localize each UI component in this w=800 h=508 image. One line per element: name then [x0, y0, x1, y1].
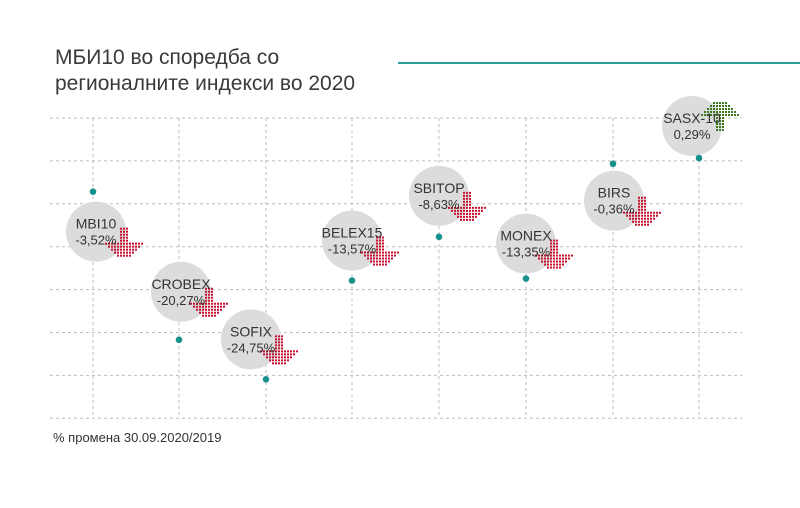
grid: [50, 117, 742, 419]
arrow-down-icon-sofix: [260, 335, 298, 365]
arrow-down-icon-birs: [623, 196, 661, 226]
value-label-sofix: -24,75%: [227, 340, 276, 355]
index-label-mbi10: MBI10: [76, 216, 117, 232]
arrow-up-icon-sasx-10: [701, 102, 739, 131]
value-label-mbi10: -3,52%: [75, 233, 117, 248]
chart-title: МБИ10 во споредба со регионалните индекс…: [55, 45, 355, 97]
value-label-belex15: -13,57%: [328, 242, 377, 257]
marker-sasx-10: [695, 154, 703, 162]
value-label-birs: -0,36%: [593, 202, 635, 217]
index-label-sofix: SOFIX: [230, 323, 273, 339]
data-point-birs: BIRS-0,36%: [584, 160, 661, 231]
arrow-down-icon-belex15: [361, 236, 399, 266]
value-label-sasx-10: 0,29%: [674, 127, 711, 142]
marker-crobex: [175, 336, 183, 344]
marker-belex15: [348, 277, 356, 284]
data-point-sbitop: SBITOP-8,63%: [409, 165, 486, 241]
arrow-down-icon-sbitop: [448, 191, 486, 221]
marker-birs: [609, 160, 617, 168]
data-point-belex15: BELEX15-13,57%: [322, 210, 399, 284]
value-label-sbitop: -8,63%: [418, 197, 460, 212]
marker-mbi10: [89, 188, 97, 195]
title-rule: [398, 62, 800, 64]
chart-footnote: % промена 30.09.2020/2019: [53, 430, 222, 445]
index-label-sbitop: SBITOP: [413, 180, 464, 196]
marker-monex: [522, 275, 530, 282]
index-label-birs: BIRS: [598, 185, 631, 201]
chart-title-line-2: регионалните индекси во 2020: [55, 72, 356, 95]
data-point-crobex: CROBEX-20,27%: [151, 261, 228, 344]
data-point-sofix: SOFIX-24,75%: [221, 309, 298, 383]
value-label-crobex: -20,27%: [157, 293, 206, 308]
index-label-sasx-10: SASX-10: [663, 110, 721, 126]
index-label-crobex: CROBEX: [151, 276, 211, 292]
arrow-down-icon-monex: [535, 239, 573, 269]
value-label-monex: -13,35%: [502, 245, 551, 260]
data-point-mbi10: MBI10-3,52%: [66, 188, 143, 262]
marker-sbitop: [435, 233, 443, 241]
arrow-down-icon-crobex: [190, 287, 228, 317]
arrow-down-icon-mbi10: [105, 227, 143, 257]
index-label-monex: MONEX: [500, 228, 552, 244]
data-point-monex: MONEX-13,35%: [496, 213, 573, 282]
chart-title-line-1: МБИ10 во споредба со: [55, 46, 280, 69]
marker-sofix: [262, 376, 270, 383]
data-point-sasx-10: SASX-100,29%: [662, 96, 739, 162]
index-label-belex15: BELEX15: [322, 225, 383, 241]
